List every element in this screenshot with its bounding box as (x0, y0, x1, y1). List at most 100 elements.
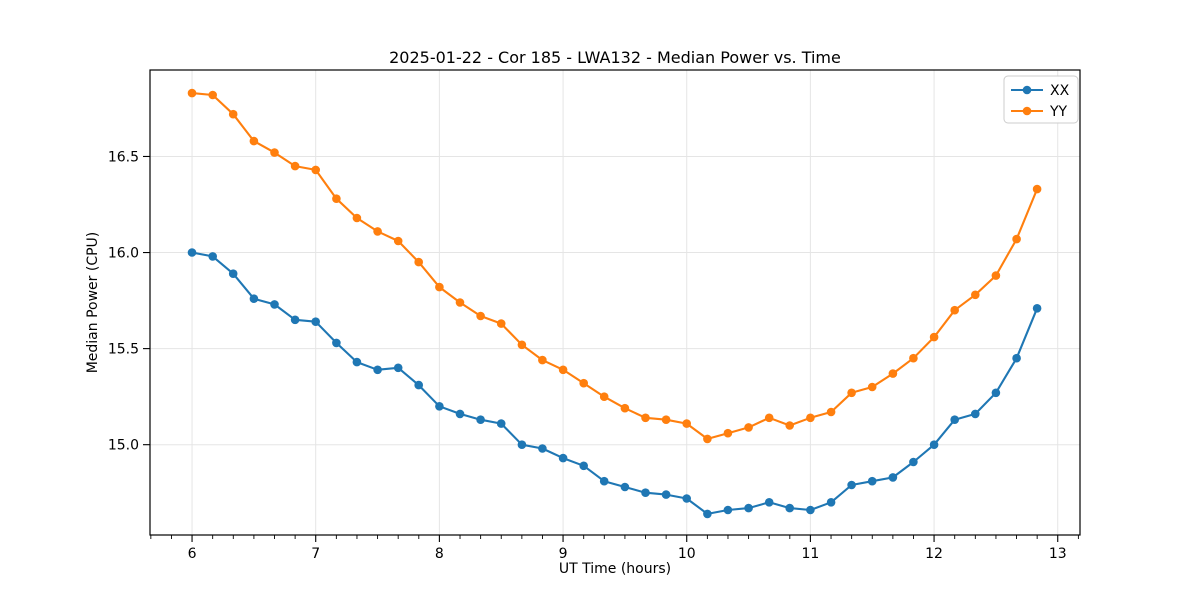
y-tick-label: 15.0 (108, 438, 139, 454)
data-point-XX (888, 473, 898, 482)
data-point-YY (888, 369, 898, 378)
legend-marker-icon (1022, 85, 1032, 95)
data-point-YY (393, 236, 403, 246)
data-point-XX (1012, 353, 1021, 363)
x-tick-label: 11 (801, 546, 819, 562)
data-point-YY (270, 148, 279, 157)
data-point-YY (806, 413, 815, 423)
data-point-YY (1032, 184, 1042, 194)
legend-entry-label: YY (1049, 104, 1068, 120)
data-point-YY (249, 136, 259, 146)
x-tick-label: 13 (1049, 546, 1067, 562)
legend: XX YY (1003, 75, 1079, 124)
y-tick-label: 15.5 (108, 342, 139, 358)
y-tick-label: 16.0 (108, 246, 139, 262)
chart-title: 2025-01-22 - Cor 185 - LWA132 - Median P… (389, 48, 841, 67)
data-point-YY (476, 311, 485, 321)
data-point-XX (579, 461, 588, 471)
x-tick-label: 7 (311, 546, 320, 562)
data-point-YY (867, 382, 877, 392)
data-point-XX (517, 440, 527, 450)
data-point-YY (538, 355, 547, 365)
data-point-XX (228, 269, 238, 279)
x-axis-label: UT Time (hours) (559, 561, 671, 577)
series-line-YY (190, 92, 1039, 440)
data-point-YY (435, 282, 444, 292)
data-point-XX (682, 494, 691, 503)
data-point-YY (744, 423, 753, 432)
data-point-YY (517, 340, 527, 350)
data-point-XX (496, 419, 506, 428)
data-point-YY (929, 332, 939, 342)
data-point-YY (723, 428, 733, 438)
series-line-XX (190, 251, 1039, 515)
data-point-XX (476, 415, 485, 425)
data-point-XX (332, 338, 341, 348)
data-point-XX (1032, 304, 1042, 313)
data-point-YY (1012, 234, 1021, 244)
data-point-XX (909, 457, 918, 467)
data-point-XX (455, 409, 465, 419)
data-point-YY (558, 365, 568, 375)
data-point-YY (496, 319, 506, 328)
data-point-XX (352, 357, 362, 367)
data-point-XX (558, 453, 568, 463)
data-point-XX (744, 503, 753, 513)
data-point-XX (929, 440, 939, 450)
data-point-YY (950, 305, 959, 315)
data-point-XX (435, 402, 444, 411)
y-axis-label: Median Power (CPU) (85, 232, 101, 374)
data-point-XX (971, 409, 980, 419)
data-point-YY (785, 421, 794, 430)
data-point-XX (806, 505, 815, 515)
data-point-YY (641, 413, 650, 423)
data-point-XX (311, 317, 321, 327)
data-point-XX (867, 476, 877, 486)
data-point-YY (187, 88, 197, 98)
data-point-YY (228, 109, 238, 119)
data-point-XX (764, 498, 774, 507)
data-point-XX (703, 509, 712, 519)
data-point-YY (455, 298, 465, 307)
data-point-YY (847, 388, 856, 398)
data-point-XX (847, 480, 856, 490)
data-point-YY (620, 403, 630, 413)
data-point-YY (599, 392, 609, 402)
data-point-YY (764, 413, 774, 423)
data-point-XX (620, 482, 630, 492)
data-point-YY (311, 165, 321, 175)
legend-entry-label: XX (1050, 83, 1070, 99)
data-point-YY (703, 434, 712, 444)
data-point-YY (414, 257, 424, 267)
data-point-XX (208, 252, 217, 261)
data-point-YY (682, 419, 691, 428)
data-point-XX (393, 363, 403, 373)
data-point-XX (826, 498, 836, 507)
x-tick-label: 10 (678, 546, 696, 562)
data-point-YY (661, 415, 671, 425)
x-tick-label: 6 (188, 546, 197, 562)
data-point-XX (723, 505, 733, 515)
data-point-XX (187, 248, 197, 257)
data-point-YY (826, 407, 836, 417)
data-point-XX (599, 476, 609, 486)
data-point-XX (785, 503, 794, 513)
data-point-XX (991, 388, 1001, 398)
data-point-XX (538, 444, 547, 453)
data-point-YY (971, 290, 980, 300)
data-point-YY (373, 227, 382, 236)
data-point-XX (661, 490, 671, 499)
data-point-YY (909, 353, 918, 363)
y-tick-label: 16.5 (108, 149, 139, 165)
data-point-YY (579, 378, 588, 388)
data-point-XX (290, 315, 300, 325)
data-point-XX (270, 300, 279, 309)
data-point-XX (249, 294, 259, 304)
x-tick-label: 8 (435, 546, 444, 562)
data-point-YY (352, 213, 362, 223)
data-point-XX (373, 365, 382, 375)
x-tick-label: 9 (559, 546, 568, 562)
data-point-YY (208, 90, 217, 100)
